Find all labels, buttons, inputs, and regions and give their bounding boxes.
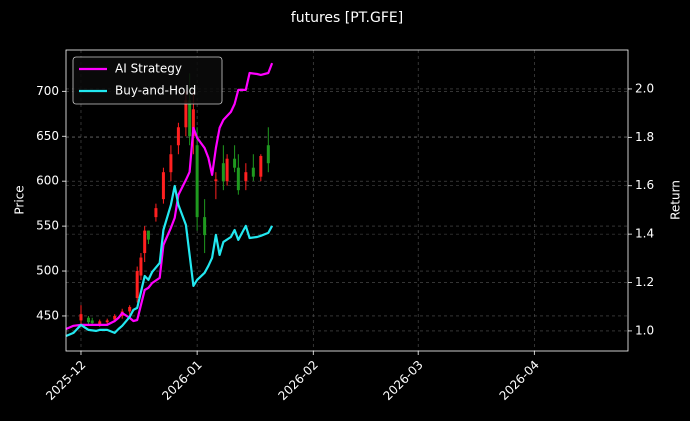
y-axis-label: Price <box>13 185 27 214</box>
legend-label: Buy-and-Hold <box>115 84 196 98</box>
y2-tick-label: 1.4 <box>635 227 654 241</box>
y-tick-label: 600 <box>36 174 59 188</box>
plot-frame <box>65 49 629 352</box>
y2-axis-label: Return <box>669 180 683 220</box>
y2-tick-label: 1.6 <box>635 178 654 192</box>
candle-body <box>146 230 150 240</box>
x-tick-label: 2025-12 <box>43 358 88 403</box>
legend-label: AI Strategy <box>115 62 182 76</box>
y-tick-label: 550 <box>36 219 59 233</box>
y2-tick-label: 1.2 <box>635 275 654 289</box>
candle-body <box>128 306 132 312</box>
line-series <box>65 62 274 331</box>
legend-box <box>72 56 223 105</box>
y-tick-label: 700 <box>36 84 59 98</box>
candle-body <box>251 167 255 177</box>
candle-body <box>105 320 109 323</box>
x-tick-label: 2026-01 <box>159 358 204 403</box>
candle-body <box>214 179 218 182</box>
candle-body <box>203 217 207 236</box>
x-tick-label: 2026-04 <box>497 358 542 403</box>
candle-body <box>79 314 83 321</box>
candle-body <box>188 100 192 137</box>
y-tick-label: 650 <box>36 129 59 143</box>
y2-tick-label: 2.0 <box>635 81 654 95</box>
y2-tick-label: 1.8 <box>635 130 654 144</box>
candle-body <box>266 145 270 164</box>
y-tick-label: 500 <box>36 264 59 278</box>
candle-body <box>113 315 117 320</box>
x-tick-label: 2026-03 <box>380 358 425 403</box>
candle-body <box>176 127 180 146</box>
x-tick-label: 2026-02 <box>276 358 321 403</box>
candle-body <box>98 321 102 325</box>
candle-body <box>135 271 139 298</box>
candle-body <box>143 230 147 254</box>
candle-body <box>191 109 195 137</box>
candle-body <box>161 172 165 200</box>
candle-body <box>90 320 94 324</box>
candle-body <box>184 100 188 128</box>
candle-body <box>259 156 263 177</box>
line-series <box>65 184 274 338</box>
candle-body <box>236 167 240 191</box>
candle-body <box>86 317 90 323</box>
chart-title: futures [PT.GFE] <box>291 10 403 26</box>
y2-tick-label: 1.0 <box>635 323 654 337</box>
candle-body <box>233 158 237 168</box>
candle-body <box>221 163 225 182</box>
candle-body <box>225 158 229 182</box>
candle-body <box>244 172 248 182</box>
y-tick-label: 450 <box>36 308 59 322</box>
candle-body <box>154 208 158 218</box>
candle-body <box>169 154 173 173</box>
candle-body <box>139 257 143 276</box>
candle-body <box>195 145 199 218</box>
